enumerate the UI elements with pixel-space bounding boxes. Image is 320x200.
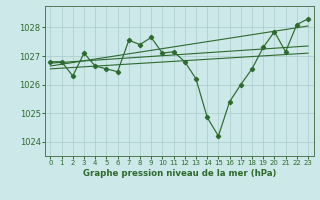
X-axis label: Graphe pression niveau de la mer (hPa): Graphe pression niveau de la mer (hPa) xyxy=(83,169,276,178)
